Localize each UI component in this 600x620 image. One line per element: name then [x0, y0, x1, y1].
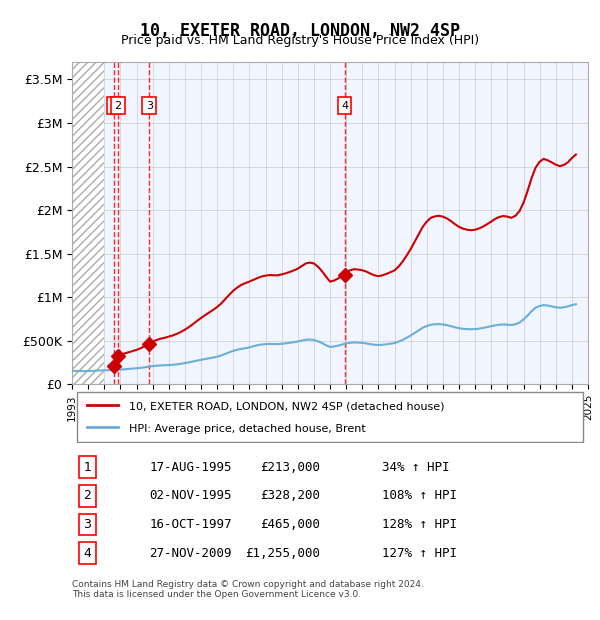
Text: £213,000: £213,000	[260, 461, 320, 474]
Text: 10, EXETER ROAD, LONDON, NW2 4SP: 10, EXETER ROAD, LONDON, NW2 4SP	[140, 22, 460, 40]
Text: 17-AUG-1995: 17-AUG-1995	[149, 461, 232, 474]
Text: £465,000: £465,000	[260, 518, 320, 531]
Bar	[72, 62, 104, 384]
Text: 1: 1	[83, 461, 91, 474]
Text: 1: 1	[111, 100, 118, 110]
FancyBboxPatch shape	[77, 392, 583, 442]
Text: 34% ↑ HPI: 34% ↑ HPI	[382, 461, 449, 474]
Text: 4: 4	[341, 100, 348, 110]
Text: 2: 2	[83, 489, 91, 502]
Text: HPI: Average price, detached house, Brent: HPI: Average price, detached house, Bren…	[129, 423, 365, 433]
Text: 108% ↑ HPI: 108% ↑ HPI	[382, 489, 457, 502]
Text: £328,200: £328,200	[260, 489, 320, 502]
Text: 27-NOV-2009: 27-NOV-2009	[149, 547, 232, 560]
Text: 3: 3	[83, 518, 91, 531]
Text: 128% ↑ HPI: 128% ↑ HPI	[382, 518, 457, 531]
Text: 4: 4	[83, 547, 91, 560]
Text: 3: 3	[146, 100, 153, 110]
Text: 10, EXETER ROAD, LONDON, NW2 4SP (detached house): 10, EXETER ROAD, LONDON, NW2 4SP (detach…	[129, 401, 444, 412]
Text: Price paid vs. HM Land Registry's House Price Index (HPI): Price paid vs. HM Land Registry's House …	[121, 34, 479, 47]
Text: 02-NOV-1995: 02-NOV-1995	[149, 489, 232, 502]
Text: £1,255,000: £1,255,000	[245, 547, 320, 560]
Text: Contains HM Land Registry data © Crown copyright and database right 2024.
This d: Contains HM Land Registry data © Crown c…	[72, 580, 424, 599]
Text: 127% ↑ HPI: 127% ↑ HPI	[382, 547, 457, 560]
Text: 16-OCT-1997: 16-OCT-1997	[149, 518, 232, 531]
Text: 2: 2	[114, 100, 121, 110]
